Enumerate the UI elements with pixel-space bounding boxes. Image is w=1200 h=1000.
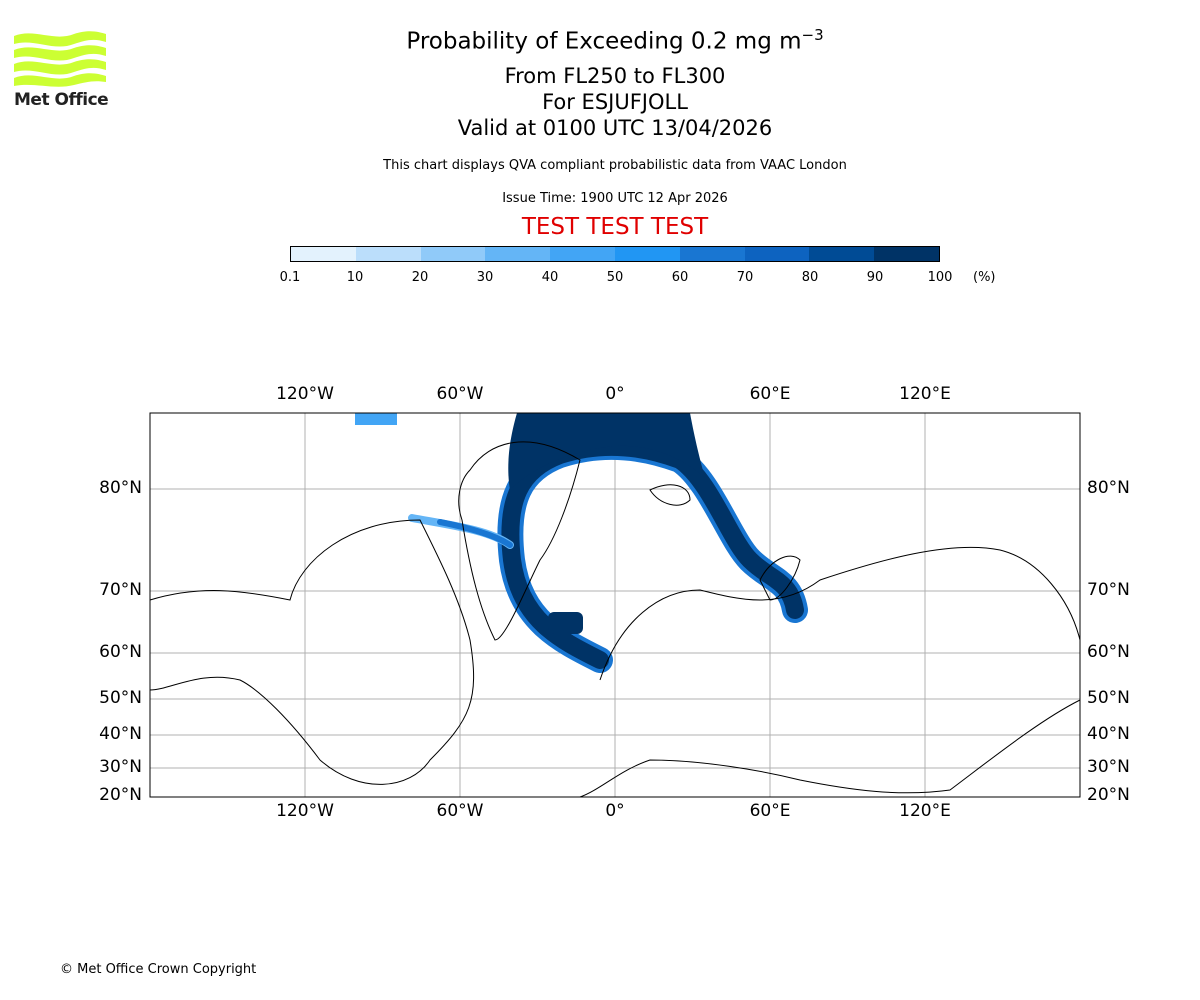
- test-banner: TEST TEST TEST: [521, 214, 709, 240]
- colorbar-unit: (%): [973, 270, 996, 285]
- latitude-label: 60°N: [99, 642, 142, 662]
- met-office-logo-text: Met Office: [14, 90, 109, 110]
- latitude-label: 30°N: [1087, 757, 1130, 777]
- latitude-label: 70°N: [99, 580, 142, 600]
- colorbar-tick-label: 50: [606, 270, 624, 285]
- longitude-label: 120°E: [899, 801, 951, 821]
- plume: [408, 433, 808, 673]
- met-office-logo-waves: [14, 31, 106, 87]
- colorbar-tick-label: 10: [346, 270, 364, 285]
- latitude-label: 50°N: [99, 688, 142, 708]
- longitude-label: 0°: [605, 801, 625, 821]
- valid-time: Valid at 0100 UTC 13/04/2026: [457, 116, 773, 140]
- latitude-label: 30°N: [99, 757, 142, 777]
- chart-description: This chart displays QVA compliant probab…: [383, 158, 847, 173]
- longitude-label: 120°W: [276, 801, 334, 821]
- latitude-label: 80°N: [1087, 478, 1130, 498]
- colorbar-tick-label: 0.1: [279, 270, 301, 285]
- colorbar-tick-label: 80: [801, 270, 819, 285]
- svalbard: [649, 484, 691, 506]
- colorbar-tick-label: 70: [736, 270, 754, 285]
- colorbar-bin: [550, 247, 615, 261]
- issue-time: Issue Time: 1900 UTC 12 Apr 2026: [502, 191, 728, 206]
- latitude-label: 70°N: [1087, 580, 1130, 600]
- chart-title-superscript: −3: [801, 26, 824, 44]
- latitude-label: 60°N: [1087, 642, 1130, 662]
- copyright: © Met Office Crown Copyright: [60, 962, 257, 977]
- colorbar-tick-label: 100: [927, 270, 953, 285]
- colorbar-bin: [291, 247, 356, 261]
- longitude-label: 0°: [605, 384, 625, 404]
- plume-iceland: [548, 612, 583, 634]
- longitude-label: 120°E: [899, 384, 951, 404]
- plume-north: [508, 413, 705, 490]
- gridlines: [150, 413, 1080, 797]
- map-frame: [149, 412, 1081, 798]
- novaya-zemlya: [759, 555, 801, 601]
- colorbar-tick-label: 60: [671, 270, 689, 285]
- longitude-label: 60°E: [749, 801, 791, 821]
- colorbar-bin: [874, 247, 939, 261]
- colorbar-bin: [355, 247, 421, 261]
- latitude-label: 20°N: [1087, 785, 1130, 805]
- longitude-label: 120°W: [276, 384, 334, 404]
- latitude-label: 40°N: [1087, 724, 1130, 744]
- colorbar-bin: [679, 247, 745, 261]
- longitude-label: 60°E: [749, 384, 791, 404]
- colorbar-tick-label: 40: [541, 270, 559, 285]
- colorbar-bin: [744, 247, 810, 261]
- plume-branch: [408, 514, 514, 549]
- colorbar-bin: [809, 247, 875, 261]
- latitude-label: 80°N: [99, 478, 142, 498]
- colorbar-tick-label: 90: [866, 270, 884, 285]
- colorbar-tick-label: 30: [476, 270, 494, 285]
- greenland: [458, 441, 581, 641]
- colorbar-bin: [420, 247, 486, 261]
- north-america: [149, 519, 475, 785]
- volcano-name: For ESJUFJOLL: [542, 90, 688, 114]
- colorbar-bin: [614, 247, 680, 261]
- longitude-label: 60°W: [436, 801, 484, 821]
- colorbar: [290, 246, 940, 262]
- chart-title: Probability of Exceeding 0.2 mg m−3: [0, 26, 1200, 55]
- latitude-label: 20°N: [99, 785, 142, 805]
- eurasia: [579, 546, 1081, 798]
- flight-levels: From FL250 to FL300: [504, 64, 726, 88]
- latitude-label: 50°N: [1087, 688, 1130, 708]
- latitude-label: 40°N: [99, 724, 142, 744]
- chart-title-text: Probability of Exceeding 0.2 mg m: [406, 28, 802, 55]
- colorbar-bin: [485, 247, 551, 261]
- plume-small: [355, 413, 397, 425]
- colorbar-tick-label: 20: [411, 270, 429, 285]
- longitude-label: 60°W: [436, 384, 484, 404]
